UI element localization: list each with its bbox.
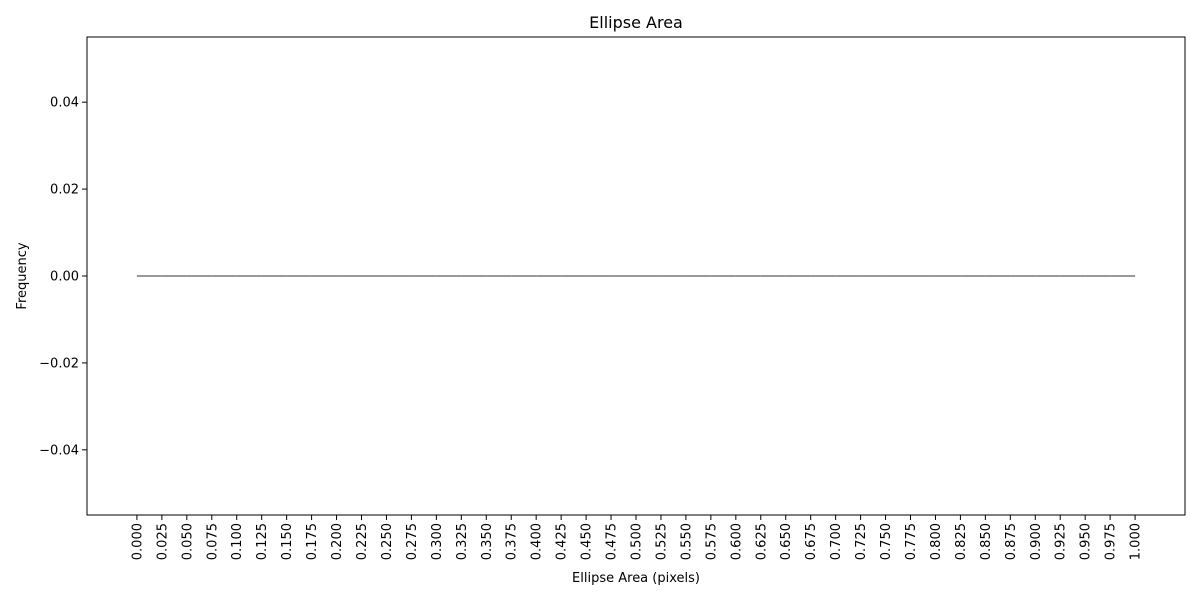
y-axis-label: Frequency [15, 242, 30, 309]
x-tick-label: 0.625 [754, 523, 769, 560]
chart-title: Ellipse Area [589, 13, 683, 32]
x-tick-label: 0.350 [480, 523, 495, 560]
x-tick-label: 0.750 [879, 523, 894, 560]
x-tick-label: 0.850 [979, 523, 994, 560]
x-tick-label: 0.075 [205, 523, 220, 560]
x-tick-label: 0.900 [1029, 523, 1044, 560]
y-tick-label: −0.02 [39, 356, 79, 371]
x-tick-label: 0.800 [929, 523, 944, 560]
x-tick-label: 0.550 [679, 523, 694, 560]
x-tick-label: 0.775 [904, 523, 919, 560]
x-axis-label: Ellipse Area (pixels) [572, 571, 700, 586]
y-tick-label: 0.02 [50, 183, 79, 198]
y-tick-label: 0.00 [50, 270, 79, 285]
x-tick-label: 0.875 [1004, 523, 1019, 560]
x-tick-label: 0.950 [1079, 523, 1094, 560]
x-tick-label: 0.375 [505, 523, 520, 560]
x-tick-label: 0.725 [854, 523, 869, 560]
x-tick-label: 0.500 [630, 523, 645, 560]
x-tick-label: 0.150 [280, 523, 295, 560]
x-tick-label: 0.250 [380, 523, 395, 560]
x-tick-label: 0.650 [779, 523, 794, 560]
x-tick-label: 1.000 [1129, 523, 1144, 560]
x-tick-label: 0.400 [530, 523, 545, 560]
x-tick-label: 0.325 [455, 523, 470, 560]
x-tick-label: 0.100 [230, 523, 245, 560]
x-tick-label: 0.675 [804, 523, 819, 560]
x-tick-label: 0.450 [580, 523, 595, 560]
x-tick-label: 0.050 [180, 523, 195, 560]
y-tick-label: 0.04 [50, 96, 79, 111]
x-tick-label: 0.700 [829, 523, 844, 560]
x-tick-label: 0.425 [555, 523, 570, 560]
y-tick-label: −0.04 [39, 443, 79, 458]
x-tick-label: 0.475 [605, 523, 620, 560]
x-tick-label: 0.525 [654, 523, 669, 560]
x-tick-label: 0.925 [1054, 523, 1069, 560]
x-tick-label: 0.825 [954, 523, 969, 560]
x-tick-label: 0.575 [704, 523, 719, 560]
x-tick-label: 0.600 [729, 523, 744, 560]
x-tick-label: 0.025 [155, 523, 170, 560]
x-tick-label: 0.275 [405, 523, 420, 560]
x-tick-label: 0.300 [430, 523, 445, 560]
x-tick-label: 0.175 [305, 523, 320, 560]
plot-frame [86, 36, 1186, 516]
x-tick-label: 0.000 [130, 523, 145, 560]
x-tick-label: 0.200 [330, 523, 345, 560]
x-tick-label: 0.125 [255, 523, 270, 560]
x-tick-label: 0.225 [355, 523, 370, 560]
x-tick-label: 0.975 [1104, 523, 1119, 560]
